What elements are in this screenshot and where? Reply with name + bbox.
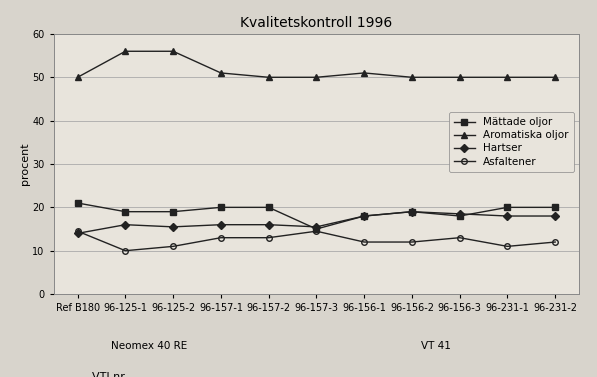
Line: Asfaltener: Asfaltener [75, 228, 558, 253]
Aromatiska oljor [408, 75, 416, 80]
Text: VT 41: VT 41 [421, 341, 451, 351]
Aromatiska oljor [122, 49, 129, 54]
Mättade oljor [313, 227, 320, 231]
Line: Aromatiska oljor: Aromatiska oljor [74, 48, 559, 81]
Hartser [122, 222, 129, 227]
Asfaltener [74, 229, 81, 233]
Asfaltener [217, 235, 224, 240]
Line: Mättade oljor: Mättade oljor [75, 200, 558, 232]
Hartser [456, 211, 463, 216]
Hartser [265, 222, 272, 227]
Aromatiska oljor [170, 49, 177, 54]
Hartser [74, 231, 81, 236]
Aromatiska oljor [504, 75, 511, 80]
Y-axis label: procent: procent [20, 143, 29, 185]
Aromatiska oljor [361, 71, 368, 75]
Aromatiska oljor [74, 75, 81, 80]
Text: VTI nr: VTI nr [93, 372, 125, 377]
Aromatiska oljor [552, 75, 559, 80]
Legend: Mättade oljor, Aromatiska oljor, Hartser, Asfaltener: Mättade oljor, Aromatiska oljor, Hartser… [449, 112, 574, 172]
Hartser [504, 214, 511, 218]
Asfaltener [504, 244, 511, 249]
Aromatiska oljor [313, 75, 320, 80]
Mättade oljor [265, 205, 272, 210]
Asfaltener [361, 240, 368, 244]
Mättade oljor [361, 214, 368, 218]
Asfaltener [122, 248, 129, 253]
Hartser [361, 214, 368, 218]
Asfaltener [552, 240, 559, 244]
Asfaltener [313, 229, 320, 233]
Title: Kvalitetskontroll 1996: Kvalitetskontroll 1996 [240, 16, 393, 30]
Hartser [217, 222, 224, 227]
Asfaltener [408, 240, 416, 244]
Hartser [552, 214, 559, 218]
Mättade oljor [408, 210, 416, 214]
Aromatiska oljor [456, 75, 463, 80]
Asfaltener [170, 244, 177, 249]
Mättade oljor [217, 205, 224, 210]
Line: Hartser: Hartser [75, 209, 558, 236]
Hartser [408, 210, 416, 214]
Asfaltener [265, 235, 272, 240]
Text: Neomex 40 RE: Neomex 40 RE [111, 341, 187, 351]
Mättade oljor [170, 210, 177, 214]
Hartser [313, 225, 320, 229]
Mättade oljor [74, 201, 81, 205]
Aromatiska oljor [265, 75, 272, 80]
Mättade oljor [552, 205, 559, 210]
Aromatiska oljor [217, 71, 224, 75]
Mättade oljor [456, 214, 463, 218]
Mättade oljor [504, 205, 511, 210]
Hartser [170, 225, 177, 229]
Asfaltener [456, 235, 463, 240]
Mättade oljor [122, 210, 129, 214]
